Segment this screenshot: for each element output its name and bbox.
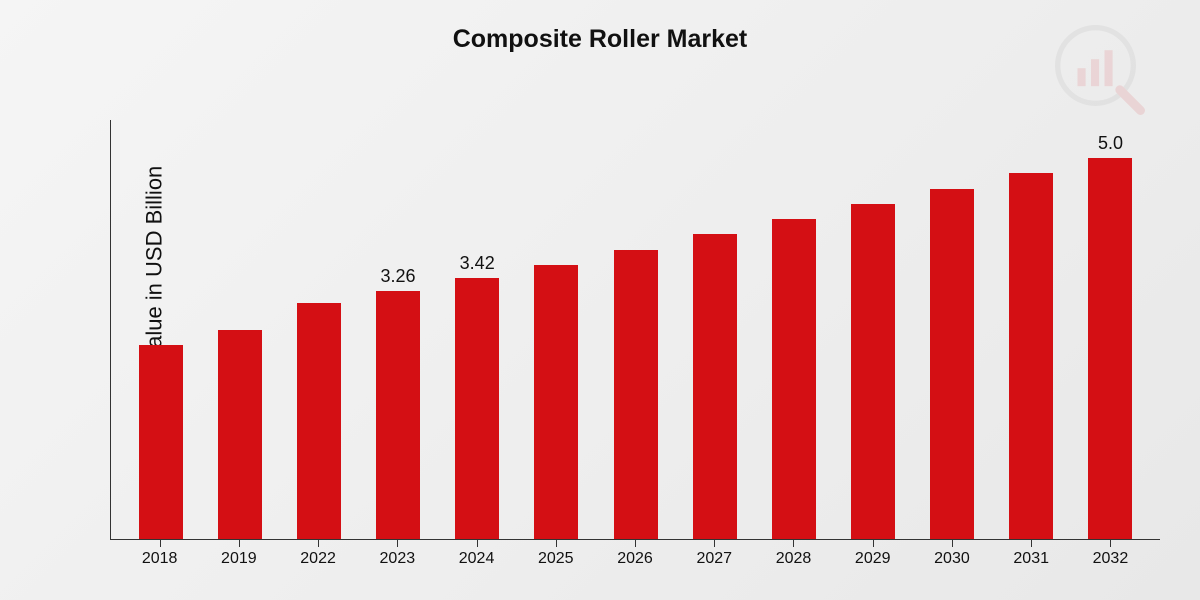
bar-slot xyxy=(913,120,992,539)
x-axis-tick-label: 2025 xyxy=(516,550,595,580)
x-axis-tick xyxy=(477,539,478,547)
x-axis-tick-text: 2032 xyxy=(1093,550,1129,567)
x-axis-tick-text: 2026 xyxy=(617,550,653,567)
x-axis-tick-label: 2026 xyxy=(595,550,674,580)
bar xyxy=(218,330,262,540)
x-axis-tick xyxy=(635,539,636,547)
x-axis-tick-label: 2018 xyxy=(120,550,199,580)
bar-slot: 3.42 xyxy=(438,120,517,539)
x-axis-tick-text: 2022 xyxy=(300,550,336,567)
bar-slot: 3.26 xyxy=(358,120,437,539)
x-axis-tick-label: 2030 xyxy=(912,550,991,580)
bar-slot xyxy=(596,120,675,539)
bar-slot xyxy=(675,120,754,539)
x-axis-tick xyxy=(1110,539,1111,547)
bar xyxy=(1009,173,1053,539)
x-axis-tick-text: 2031 xyxy=(1013,550,1049,567)
watermark-icon xyxy=(1055,25,1145,115)
x-axis-labels: 2018 2019 2022 2023 2024 2025 2026 2027 2028 2029… xyxy=(110,550,1160,580)
bar-slot xyxy=(121,120,200,539)
x-axis-tick xyxy=(714,539,715,547)
bar xyxy=(614,250,658,539)
bar xyxy=(376,291,420,539)
x-axis-tick-text: 2023 xyxy=(380,550,416,567)
bar-slot xyxy=(517,120,596,539)
x-axis-tick-label: 2029 xyxy=(833,550,912,580)
bar xyxy=(851,204,895,539)
x-axis-tick-text: 2029 xyxy=(855,550,891,567)
bar xyxy=(693,234,737,539)
x-axis-tick-label: 2031 xyxy=(992,550,1071,580)
bar xyxy=(930,189,974,539)
x-axis-tick xyxy=(318,539,319,547)
bar xyxy=(1088,158,1132,539)
x-axis-tick-label: 2028 xyxy=(754,550,833,580)
bar-slot xyxy=(833,120,912,539)
bar xyxy=(297,303,341,539)
bar-slot xyxy=(754,120,833,539)
x-axis-tick-text: 2030 xyxy=(934,550,970,567)
x-axis-tick-text: 2024 xyxy=(459,550,495,567)
x-axis-tick-label: 2024 xyxy=(437,550,516,580)
bar-value-label: 5.0 xyxy=(1098,133,1123,154)
x-axis-tick-text: 2025 xyxy=(538,550,574,567)
x-axis-tick-text: 2019 xyxy=(221,550,257,567)
bar-slot xyxy=(200,120,279,539)
x-axis-tick-label: 2023 xyxy=(358,550,437,580)
bar xyxy=(772,219,816,539)
bar-value-label: 3.42 xyxy=(460,253,495,274)
x-axis-tick-label: 2019 xyxy=(199,550,278,580)
bar-value-label: 3.26 xyxy=(381,266,416,287)
x-axis-tick-label: 2022 xyxy=(278,550,357,580)
x-axis-tick xyxy=(793,539,794,547)
bar-slot: 5.0 xyxy=(1071,120,1150,539)
x-axis-tick xyxy=(397,539,398,547)
x-axis-tick-text: 2018 xyxy=(142,550,178,567)
chart-title: Composite Roller Market xyxy=(0,25,1200,54)
bar xyxy=(534,265,578,539)
x-axis-tick-label: 2027 xyxy=(675,550,754,580)
chart-container: Composite Roller Market Market Value in … xyxy=(0,0,1200,600)
x-axis-tick-text: 2028 xyxy=(776,550,812,567)
x-axis-tick xyxy=(1031,539,1032,547)
bars-group: 3.26 3.42 5.0 xyxy=(111,120,1160,539)
watermark-logo xyxy=(1055,25,1145,115)
bar xyxy=(139,345,183,539)
x-axis-tick xyxy=(873,539,874,547)
x-axis-tick xyxy=(160,539,161,547)
bar-slot xyxy=(279,120,358,539)
bar-slot xyxy=(992,120,1071,539)
x-axis-tick-text: 2027 xyxy=(696,550,732,567)
x-axis-tick xyxy=(239,539,240,547)
bar xyxy=(455,278,499,539)
plot-area: 3.26 3.42 5.0 xyxy=(110,120,1160,540)
x-axis-tick xyxy=(556,539,557,547)
x-axis-tick xyxy=(952,539,953,547)
x-axis-tick-label: 2032 xyxy=(1071,550,1150,580)
